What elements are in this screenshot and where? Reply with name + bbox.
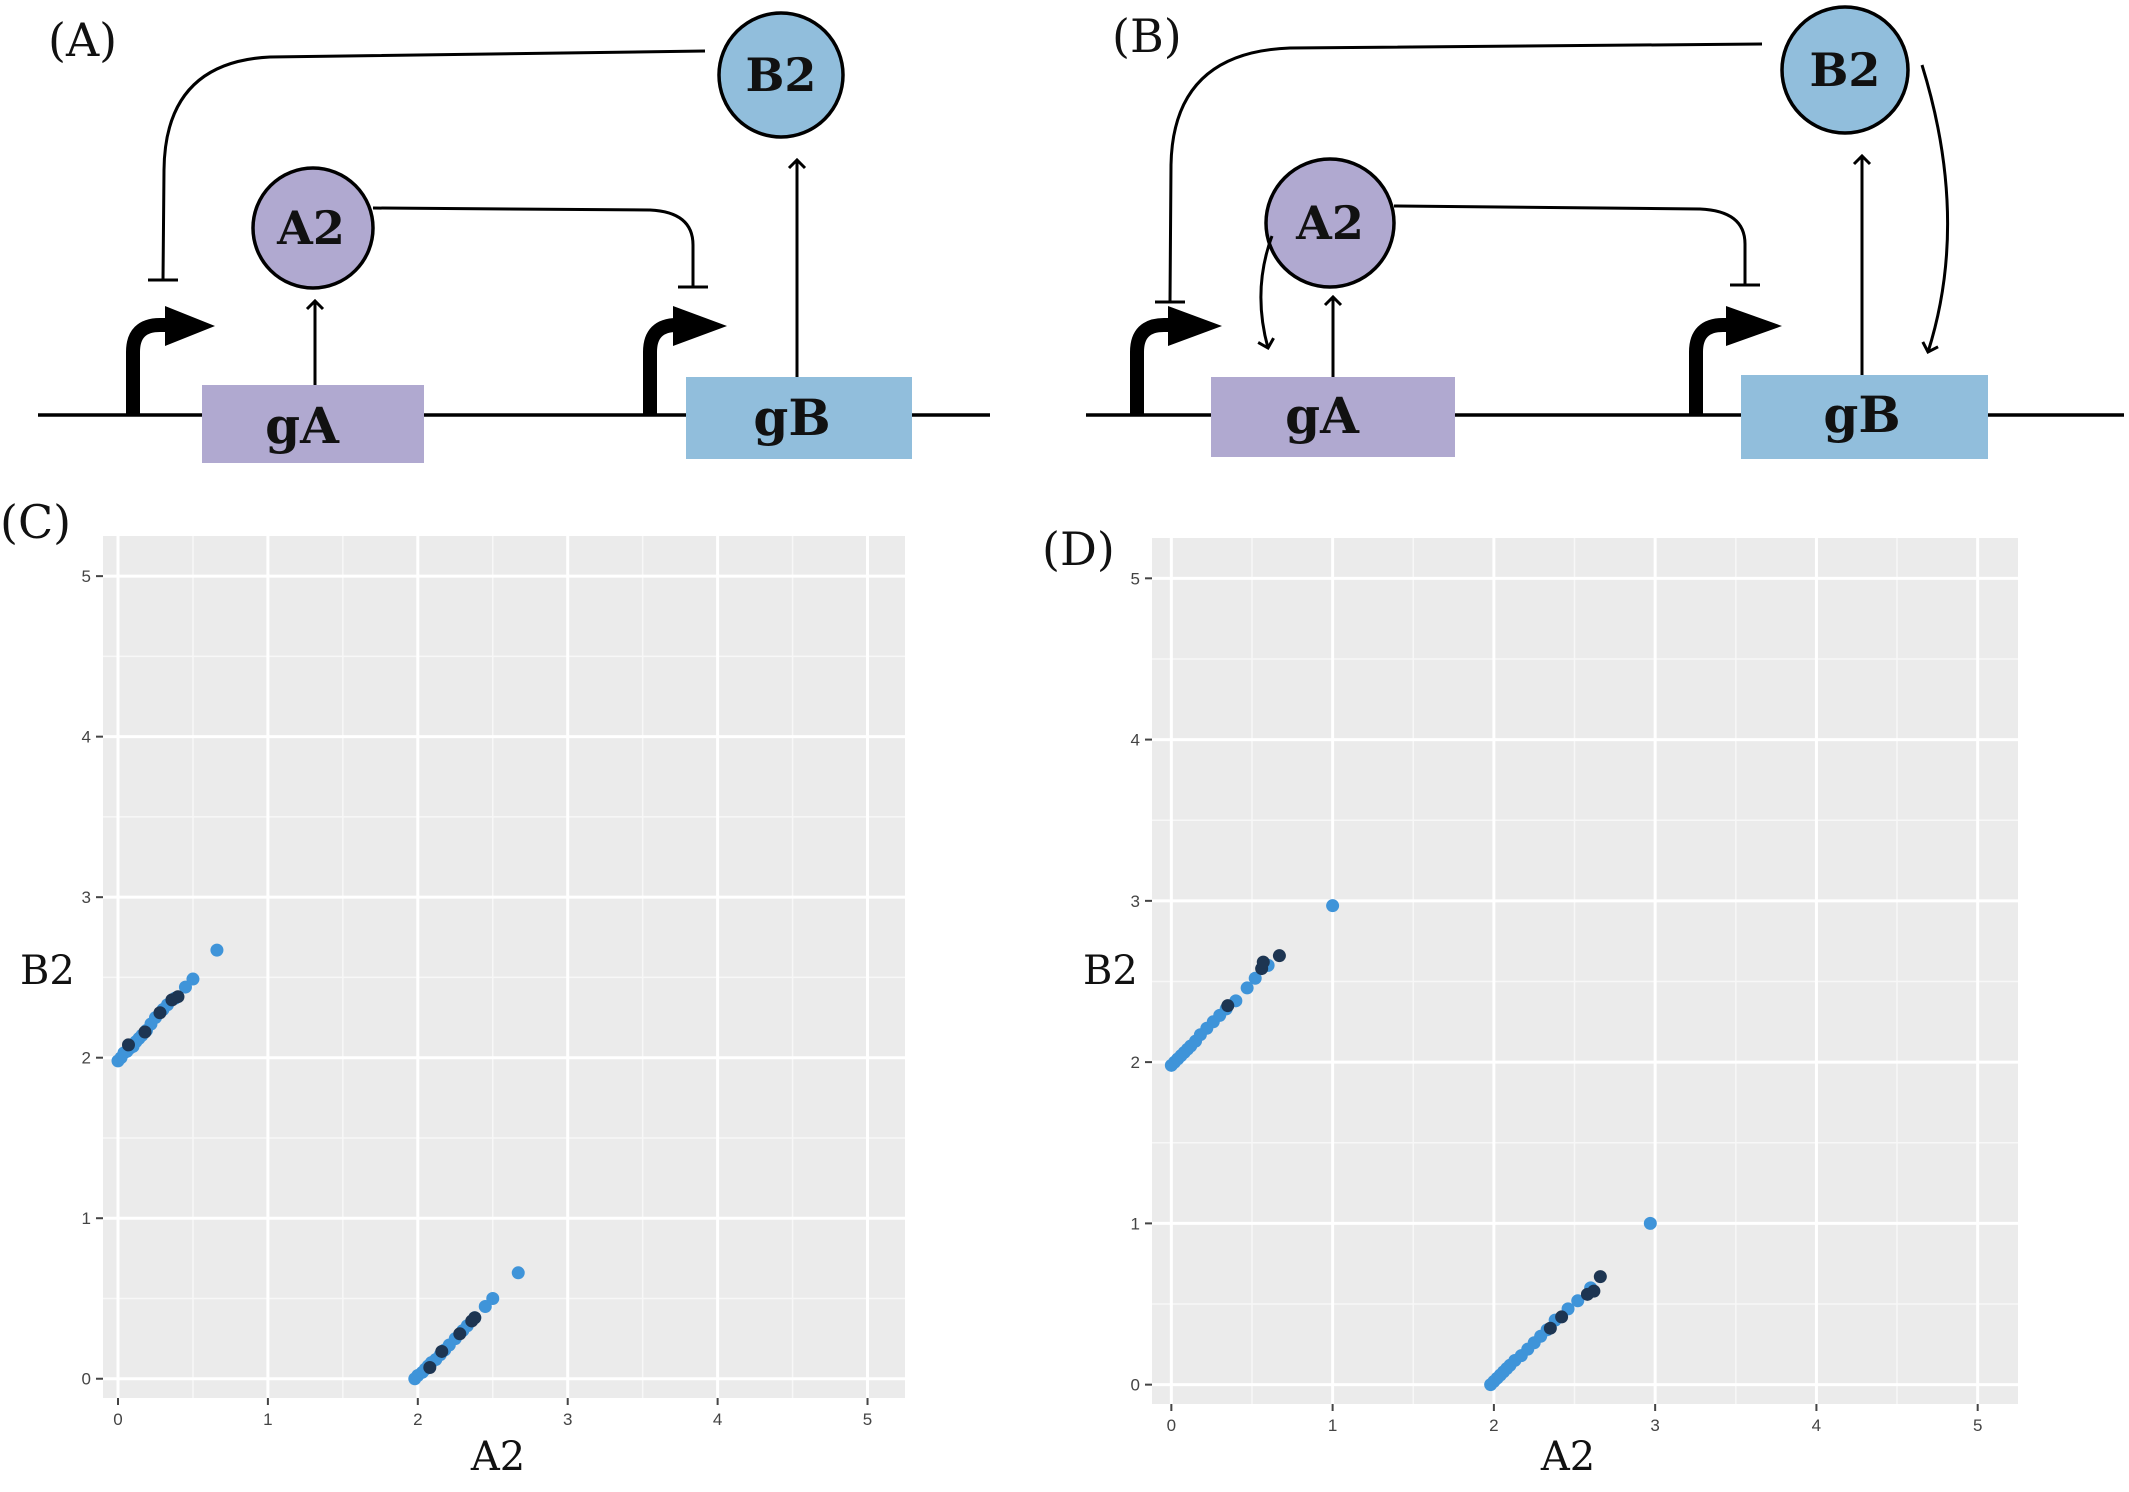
repression-b2-ga-b — [1168, 42, 1763, 303]
panel-label-c: (C) — [0, 495, 71, 549]
data-point-dark — [1555, 1310, 1569, 1324]
y-tick-label: 3 — [1131, 892, 1140, 911]
data-point-dark — [153, 1006, 167, 1020]
data-point-dark — [1593, 1270, 1607, 1284]
data-point-dark — [468, 1311, 482, 1325]
data-point-dark — [453, 1327, 467, 1341]
grid-d — [1152, 538, 2018, 1404]
promoter-arrowhead-icon-1-a — [165, 306, 215, 346]
y-axis-title-d: B2 — [1083, 948, 1138, 994]
repression-a2-gb-a — [372, 206, 695, 287]
promoter-icon-2-b — [1689, 318, 1730, 415]
y-tick-label: 4 — [1131, 731, 1140, 750]
self-activation-b2-b — [1920, 64, 1950, 355]
promoter-icon-1-a — [126, 318, 172, 415]
y-tick-label: 1 — [82, 1209, 91, 1228]
data-point-dark — [1272, 949, 1286, 963]
points-c — [111, 943, 525, 1386]
x-tick-label: 2 — [1489, 1416, 1498, 1435]
node-b2-b — [1780, 5, 1910, 135]
y-tick-label: 2 — [1131, 1053, 1140, 1072]
x-tick-label: 5 — [863, 1410, 872, 1429]
gene-box-ga-a — [202, 385, 424, 463]
scatter-plot-c: 0 1 2 3 4 5 0 1 2 3 4 5 A2 B2 — [20, 536, 905, 1480]
x-axis-title-d: A2 — [1540, 1434, 1595, 1480]
node-b2-a — [717, 11, 845, 139]
x-tick-label: 4 — [1812, 1416, 1821, 1435]
promoter-arrowhead-icon-2-a — [673, 306, 727, 346]
y-tick-label: 0 — [1131, 1376, 1140, 1395]
data-point — [186, 972, 200, 986]
node-label-b2-b: B2 — [1810, 43, 1881, 97]
data-point-dark — [121, 1038, 135, 1052]
gene-label-gb-b: gB — [1823, 385, 1900, 444]
repression-b2-ga-a — [161, 49, 706, 281]
data-point-dark — [1256, 955, 1270, 969]
data-point-dark — [171, 990, 185, 1004]
panel-label-b: (B) — [1112, 9, 1182, 63]
y-tick-label: 3 — [82, 888, 91, 907]
node-label-b2-a: B2 — [746, 48, 817, 102]
repression-a2-gb-b — [1393, 204, 1747, 285]
promoter-arrowhead-icon-1-b — [1168, 306, 1222, 346]
x-tick-label: 4 — [713, 1410, 722, 1429]
ticks-d: 0 1 2 3 4 5 0 1 2 3 4 5 — [1131, 569, 1983, 1435]
self-activation-a2-b — [1257, 235, 1275, 351]
node-a2-b — [1264, 157, 1396, 289]
x-tick-label: 0 — [1167, 1416, 1176, 1435]
diagram-b: (B) gA gB A2 B2 — [1086, 5, 2124, 459]
y-tick-label: 5 — [1131, 569, 1140, 588]
data-point-dark — [1543, 1321, 1557, 1335]
data-point-dark — [435, 1344, 449, 1358]
data-point — [1240, 981, 1254, 995]
diagram-a: (A) gA gB A2 B2 — [38, 11, 990, 463]
x-tick-label: 1 — [1328, 1416, 1337, 1435]
data-point — [210, 943, 224, 957]
data-point-dark — [1587, 1284, 1601, 1298]
grid-c — [103, 536, 905, 1398]
x-tick-label: 1 — [263, 1410, 272, 1429]
y-tick-label: 2 — [82, 1049, 91, 1068]
gene-label-ga-b: gA — [1285, 386, 1360, 445]
y-tick-label: 1 — [1131, 1214, 1140, 1233]
node-a2-a — [251, 166, 375, 290]
data-point-dark — [423, 1361, 437, 1375]
plot-area-d — [1152, 538, 2018, 1404]
points-d — [1164, 899, 1657, 1392]
data-point-dark — [138, 1025, 152, 1039]
promoter-icon-1-b — [1130, 318, 1172, 415]
data-point — [1326, 899, 1340, 913]
x-tick-label: 2 — [413, 1410, 422, 1429]
plot-area-c — [103, 536, 905, 1398]
data-point — [511, 1266, 525, 1280]
node-label-a2-a: A2 — [276, 201, 345, 255]
gene-box-ga-b — [1211, 377, 1455, 457]
y-tick-label: 0 — [82, 1370, 91, 1389]
x-tick-label: 0 — [113, 1410, 122, 1429]
x-tick-label: 3 — [1650, 1416, 1659, 1435]
promoter-arrowhead-icon-2-b — [1726, 306, 1782, 346]
y-axis-title-c: B2 — [20, 948, 75, 994]
x-tick-label: 3 — [563, 1410, 572, 1429]
y-tick-label: 5 — [82, 567, 91, 586]
gene-label-ga-a: gA — [265, 396, 340, 455]
panel-label-a: (A) — [48, 13, 117, 67]
y-tick-label: 4 — [82, 728, 91, 747]
gene-label-gb-a: gB — [753, 388, 830, 447]
x-tick-label: 5 — [1973, 1416, 1982, 1435]
data-point — [1571, 1294, 1585, 1308]
data-point-dark — [1221, 999, 1235, 1013]
node-label-a2-b: A2 — [1295, 196, 1364, 250]
data-point — [1248, 971, 1262, 985]
data-point — [1643, 1216, 1657, 1230]
data-point — [486, 1291, 500, 1305]
scatter-plot-d: 0 1 2 3 4 5 0 1 2 3 4 5 A2 B2 — [1083, 538, 2018, 1480]
panel-label-d: (D) — [1042, 522, 1115, 576]
gene-box-gb-b — [1741, 375, 1988, 459]
x-axis-title-c: A2 — [470, 1434, 525, 1480]
ticks-c: 0 1 2 3 4 5 0 1 2 3 4 5 — [82, 567, 873, 1429]
gene-box-gb-a — [686, 377, 912, 459]
